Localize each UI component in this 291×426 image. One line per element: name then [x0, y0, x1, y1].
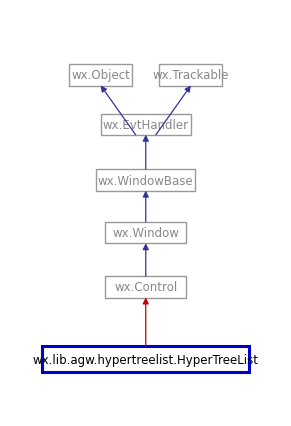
Text: wx.Control: wx.Control	[114, 281, 178, 294]
Text: wx.Trackable: wx.Trackable	[152, 69, 229, 82]
Text: wx.EvtHandler: wx.EvtHandler	[103, 118, 189, 131]
FancyBboxPatch shape	[96, 170, 195, 191]
FancyBboxPatch shape	[105, 222, 186, 244]
FancyBboxPatch shape	[42, 346, 249, 373]
Text: wx.Object: wx.Object	[71, 69, 130, 82]
FancyBboxPatch shape	[101, 114, 191, 135]
FancyBboxPatch shape	[69, 65, 132, 86]
FancyBboxPatch shape	[105, 276, 186, 298]
Text: wx.lib.agw.hypertreelist.HyperTreeList: wx.lib.agw.hypertreelist.HyperTreeList	[33, 353, 259, 366]
Text: wx.Window: wx.Window	[112, 227, 179, 240]
Text: wx.WindowBase: wx.WindowBase	[98, 174, 194, 187]
FancyBboxPatch shape	[159, 65, 222, 86]
